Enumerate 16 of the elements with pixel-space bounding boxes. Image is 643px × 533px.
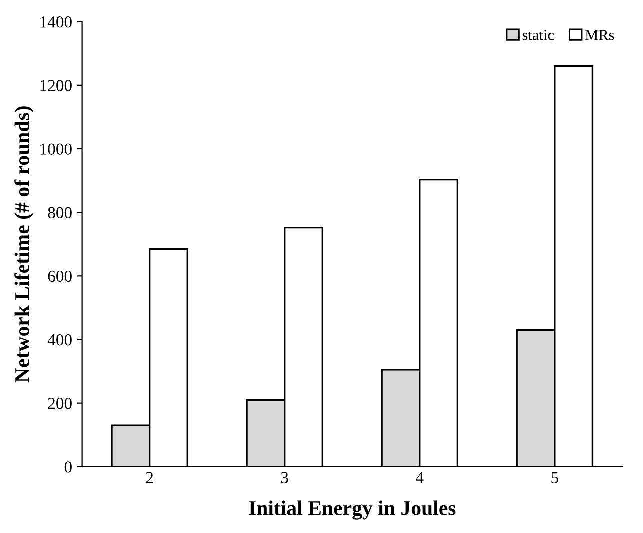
y-tick-label: 1200 — [40, 80, 72, 92]
y-tick-label: 200 — [48, 398, 72, 410]
y-tick-label: 400 — [48, 334, 72, 346]
legend-label: MRs — [586, 30, 614, 40]
y-tick-label: 1400 — [40, 16, 72, 28]
y-tick-label: 1000 — [40, 144, 72, 155]
y-tick-label: 600 — [48, 270, 72, 282]
x-tick-label: 3 — [281, 472, 288, 484]
x-tick-label: 2 — [146, 472, 154, 484]
legend-label: static — [522, 30, 554, 40]
x-tick-label: 4 — [416, 472, 424, 484]
y-tick-label: 800 — [48, 207, 72, 219]
y-axis-title: Network Lifetime (# of rounds) — [14, 106, 34, 383]
x-tick-label: 5 — [552, 472, 558, 484]
y-tick-label: 0 — [64, 462, 72, 473]
x-axis-title: Initial Energy in Joules — [249, 500, 456, 520]
